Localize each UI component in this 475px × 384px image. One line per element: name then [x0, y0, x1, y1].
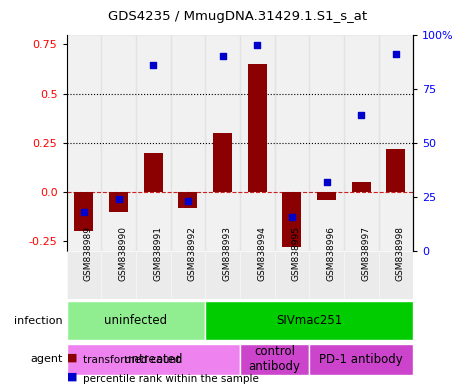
Text: SIVmac251: SIVmac251: [276, 314, 342, 328]
Bar: [344, 35, 379, 251]
Text: GSM838993: GSM838993: [222, 226, 231, 281]
Point: [184, 198, 192, 204]
Text: GSM838998: GSM838998: [396, 226, 405, 281]
Point: [115, 196, 123, 202]
Bar: [136, 35, 171, 251]
Bar: [205, 35, 240, 251]
Point: [149, 62, 157, 68]
Bar: [74, 192, 94, 232]
Bar: [282, 192, 302, 247]
Text: GSM838992: GSM838992: [188, 226, 197, 281]
Point: [358, 112, 365, 118]
Text: PD-1 antibody: PD-1 antibody: [319, 353, 403, 366]
Bar: [344, 251, 379, 299]
Bar: [205, 301, 413, 341]
Bar: [240, 344, 309, 375]
Bar: [317, 192, 336, 200]
Bar: [309, 251, 344, 299]
Text: GDS4235 / MmugDNA.31429.1.S1_s_at: GDS4235 / MmugDNA.31429.1.S1_s_at: [108, 10, 367, 23]
Text: ■: ■: [66, 372, 77, 382]
Text: GSM838996: GSM838996: [327, 226, 335, 281]
Bar: [171, 251, 205, 299]
Bar: [101, 251, 136, 299]
Bar: [213, 133, 232, 192]
Bar: [352, 182, 371, 192]
Text: GSM838997: GSM838997: [361, 226, 370, 281]
Text: GSM838991: GSM838991: [153, 226, 162, 281]
Text: GSM838990: GSM838990: [119, 226, 127, 281]
Bar: [66, 251, 101, 299]
Bar: [66, 344, 240, 375]
Point: [323, 179, 331, 185]
Text: agent: agent: [31, 354, 63, 364]
Point: [80, 209, 88, 215]
Point: [392, 51, 400, 57]
Text: GSM838989: GSM838989: [84, 226, 93, 281]
Bar: [379, 251, 413, 299]
Text: untreated: untreated: [124, 353, 182, 366]
Text: percentile rank within the sample: percentile rank within the sample: [83, 374, 259, 384]
Point: [254, 42, 261, 48]
Bar: [386, 149, 406, 192]
Bar: [109, 192, 128, 212]
Bar: [240, 251, 275, 299]
Point: [288, 214, 295, 220]
Text: uninfected: uninfected: [104, 314, 167, 328]
Bar: [379, 35, 413, 251]
Text: ■: ■: [66, 353, 77, 363]
Bar: [136, 251, 171, 299]
Bar: [275, 251, 309, 299]
Text: GSM838994: GSM838994: [257, 226, 266, 281]
Bar: [247, 64, 267, 192]
Bar: [205, 251, 240, 299]
Text: infection: infection: [14, 316, 63, 326]
Text: transformed count: transformed count: [83, 355, 180, 365]
Bar: [240, 35, 275, 251]
Bar: [178, 192, 198, 208]
Bar: [101, 35, 136, 251]
Bar: [66, 35, 101, 251]
Text: GSM838995: GSM838995: [292, 226, 301, 281]
Bar: [66, 301, 205, 341]
Bar: [171, 35, 205, 251]
Bar: [309, 35, 344, 251]
Text: control
antibody: control antibody: [248, 346, 301, 374]
Bar: [309, 344, 413, 375]
Point: [218, 53, 227, 59]
Bar: [143, 153, 163, 192]
Bar: [275, 35, 309, 251]
